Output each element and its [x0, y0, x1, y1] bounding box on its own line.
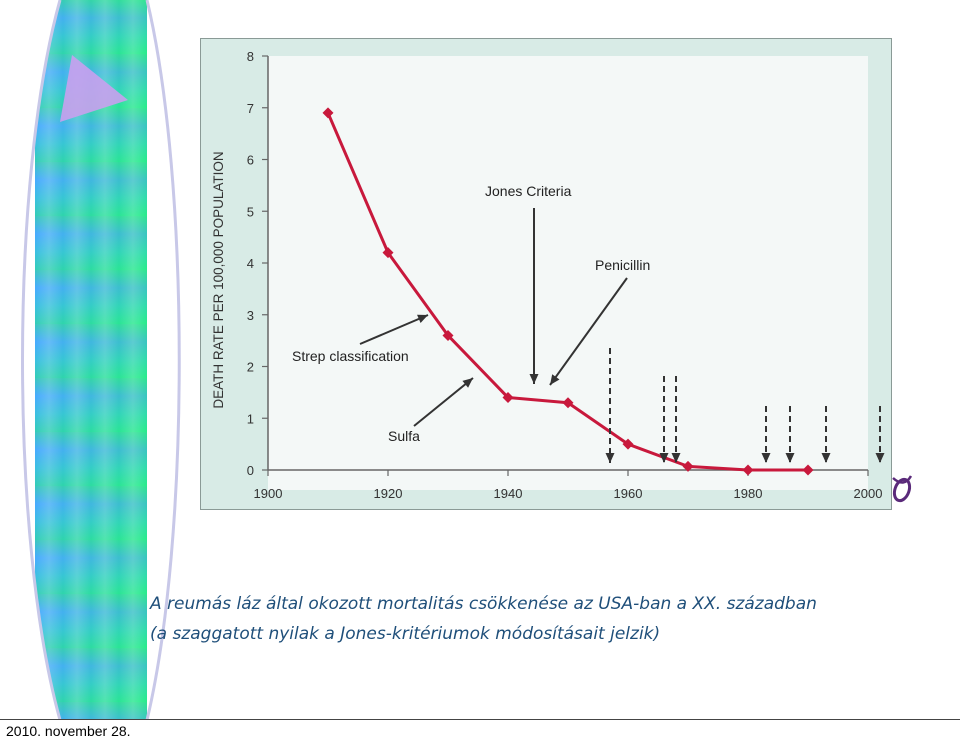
strep-arrow	[359, 314, 429, 345]
plot-area	[268, 56, 868, 490]
death-rate-chart: 0 1 2 3 4 5 6 7 8 1900 1920 1940 1960 1980 2000 DEATH …	[211, 49, 913, 503]
data-point	[622, 438, 634, 450]
sulfa-arrow-head	[462, 378, 473, 388]
y-tick-label: 6	[247, 153, 254, 168]
annotation-label: Penicillin	[595, 257, 650, 273]
x-tick-label: 1960	[614, 486, 643, 501]
dashed-arrows-group	[605, 348, 885, 463]
y-axis-label: DEATH RATE PER 100,000 POPULATION	[211, 151, 226, 408]
data-point	[562, 397, 574, 409]
jones-arrow-head	[529, 374, 539, 384]
bottom-rule	[0, 719, 960, 720]
annotation-label: Jones Criteria	[485, 183, 572, 199]
x-tick-label: 1940	[494, 486, 523, 501]
dashed-arrow-head	[659, 453, 669, 463]
y-tick-label: 2	[247, 360, 254, 375]
footer-date: 2010. november 28.	[6, 723, 131, 739]
dashed-arrow-head	[671, 453, 681, 463]
caption: A reumás láz által okozott mortalitás cs…	[150, 589, 950, 649]
series-group	[322, 107, 814, 476]
data-point	[802, 464, 814, 476]
y-tick-label: 4	[247, 256, 254, 271]
strep-arrow-head	[417, 314, 428, 324]
data-point	[322, 107, 334, 119]
dashed-arrow-head	[761, 453, 771, 463]
data-point	[502, 392, 514, 404]
x-tick-label: 1920	[374, 486, 403, 501]
dashed-arrow-head	[785, 453, 795, 463]
decorative-strip-overlay	[35, 0, 147, 720]
y-tick-label: 1	[247, 411, 254, 426]
annotation-label: Sulfa	[388, 428, 420, 444]
sulfa-arrow	[413, 377, 474, 427]
y-tick-label: 0	[247, 463, 254, 478]
dashed-arrow-head	[821, 453, 831, 463]
purple-flourish-icon	[892, 475, 913, 503]
y-tick-label: 3	[247, 308, 254, 323]
data-point	[682, 460, 694, 472]
chart-ticks: 0 1 2 3 4 5 6 7 8 1900 1920 1940 1960 1980 2000	[247, 49, 883, 501]
data-point	[442, 329, 454, 341]
penicillin-arrow-head	[550, 374, 560, 385]
x-tick-label: 2000	[854, 486, 883, 501]
dashed-arrow-head	[605, 453, 615, 463]
y-tick-label: 7	[247, 101, 254, 116]
penicillin-arrow	[549, 277, 628, 386]
dashed-arrow-head	[875, 453, 885, 463]
y-tick-label: 5	[247, 204, 254, 219]
data-point	[382, 247, 394, 259]
annotations-group: Jones Criteria Penicillin Strep classifica…	[292, 183, 650, 444]
x-tick-label: 1900	[254, 486, 283, 501]
annotation-label: Strep classification	[292, 348, 409, 364]
data-point	[742, 464, 754, 476]
y-tick-label: 8	[247, 49, 254, 64]
x-tick-label: 1980	[734, 486, 763, 501]
caption-line-2: (a szaggatott nyilak a Jones-kritériumok…	[150, 624, 661, 644]
caption-line-1: A reumás láz által okozott mortalitás cs…	[150, 594, 817, 614]
